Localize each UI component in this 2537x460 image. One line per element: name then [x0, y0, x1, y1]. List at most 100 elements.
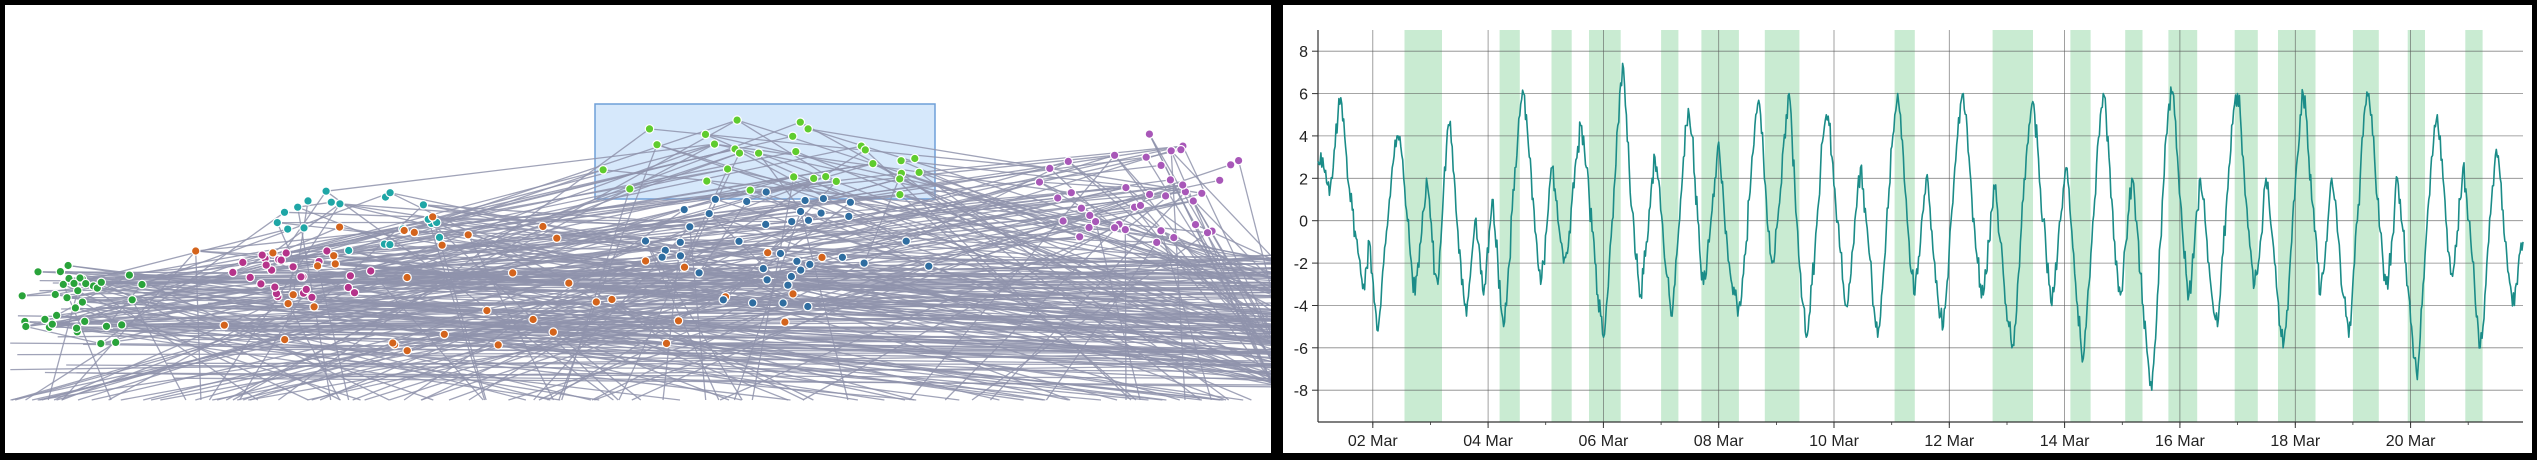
network-node-lime[interactable] [753, 148, 764, 158]
network-node-purple[interactable] [1225, 160, 1236, 170]
network-node-orange[interactable] [399, 225, 409, 236]
network-node-green-left[interactable] [63, 260, 73, 271]
network-node-purple[interactable] [1144, 189, 1155, 200]
network-node-blue[interactable] [679, 204, 689, 215]
network-node-orange[interactable] [402, 345, 412, 356]
network-node-teal[interactable] [282, 224, 293, 234]
network-node-orange[interactable] [288, 289, 298, 300]
network-node-green-left[interactable] [124, 270, 135, 280]
network-node-purple[interactable] [1066, 187, 1077, 198]
network-node-purple[interactable] [1074, 232, 1085, 242]
network-node-orange[interactable] [409, 227, 420, 238]
network-node-blue[interactable] [675, 237, 686, 248]
network-node-teal[interactable] [292, 202, 303, 212]
network-node-orange[interactable] [328, 250, 339, 261]
network-node-teal[interactable] [326, 197, 337, 207]
network-node-lime[interactable] [700, 129, 711, 140]
network-node-blue[interactable] [718, 294, 729, 305]
network-graph[interactable] [5, 5, 1271, 453]
network-node-magenta[interactable] [281, 248, 291, 258]
network-node-green-left[interactable] [50, 289, 61, 300]
network-node-magenta[interactable] [349, 287, 360, 298]
network-node-blue[interactable] [684, 222, 695, 232]
network-node-orange[interactable] [283, 298, 293, 309]
network-node-blue[interactable] [901, 236, 911, 246]
network-node-blue[interactable] [795, 206, 806, 217]
network-node-magenta[interactable] [256, 279, 266, 289]
network-node-lime[interactable] [894, 174, 905, 184]
network-node-teal[interactable] [385, 187, 395, 198]
network-node-teal[interactable] [272, 217, 283, 228]
network-node-lime[interactable] [652, 139, 662, 150]
network-node-orange[interactable] [661, 338, 672, 349]
network-node-lime[interactable] [598, 165, 608, 175]
network-node-purple[interactable] [1160, 191, 1171, 201]
network-node-teal[interactable] [321, 186, 331, 196]
network-node-blue[interactable] [795, 265, 806, 275]
network-node-purple[interactable] [1176, 144, 1186, 155]
network-node-green-left[interactable] [77, 297, 88, 307]
network-node-orange[interactable] [482, 305, 492, 316]
network-node-purple[interactable] [1214, 175, 1225, 186]
network-node-purple[interactable] [1144, 129, 1155, 139]
network-node-orange[interactable] [437, 240, 447, 250]
network-node-orange[interactable] [279, 334, 290, 345]
network-node-green-left[interactable] [75, 273, 85, 283]
network-node-orange[interactable] [780, 317, 790, 327]
network-node-blue[interactable] [792, 256, 802, 267]
network-node-blue[interactable] [675, 251, 686, 261]
network-node-lime[interactable] [803, 124, 813, 134]
network-node-blue[interactable] [762, 274, 772, 285]
network-node-purple[interactable] [1109, 150, 1120, 161]
network-node-purple[interactable] [1085, 210, 1095, 221]
network-node-lime[interactable] [787, 131, 798, 142]
network-node-purple[interactable] [1197, 188, 1207, 199]
network-node-purple[interactable] [1045, 163, 1055, 174]
network-node-blue[interactable] [843, 211, 854, 222]
network-node-orange[interactable] [591, 297, 602, 307]
network-node-green-left[interactable] [70, 303, 81, 313]
network-node-orange[interactable] [762, 247, 773, 258]
network-node-lime[interactable] [831, 176, 842, 187]
network-node-lime[interactable] [914, 167, 924, 178]
network-node-orange[interactable] [268, 248, 278, 258]
network-node-blue[interactable] [783, 280, 793, 290]
network-node-blue[interactable] [710, 194, 721, 205]
network-node-blue[interactable] [859, 258, 869, 268]
network-node-blue[interactable] [786, 271, 797, 282]
network-node-orange[interactable] [309, 301, 319, 312]
network-node-green-left[interactable] [127, 294, 137, 305]
network-node-orange[interactable] [551, 233, 562, 243]
network-node-magenta[interactable] [288, 261, 298, 272]
network-node-orange[interactable] [673, 315, 684, 326]
network-node-orange[interactable] [607, 294, 617, 305]
network-node-teal[interactable] [343, 245, 354, 256]
network-node-orange[interactable] [788, 289, 798, 299]
network-node-magenta[interactable] [276, 255, 286, 265]
network-node-orange[interactable] [387, 338, 398, 348]
network-node-green-left[interactable] [33, 266, 43, 277]
network-node-blue[interactable] [818, 193, 829, 204]
network-node-purple[interactable] [1156, 225, 1166, 236]
network-node-blue[interactable] [704, 208, 714, 219]
network-node-magenta[interactable] [345, 270, 356, 281]
network-node-green-left[interactable] [116, 320, 127, 330]
network-node-orange[interactable] [190, 246, 201, 256]
network-node-lime[interactable] [788, 172, 799, 182]
network-node-magenta[interactable] [307, 292, 317, 303]
network-node-teal[interactable] [434, 232, 445, 243]
network-node-blue[interactable] [734, 236, 744, 247]
network-node-orange[interactable] [463, 230, 473, 240]
network-node-magenta[interactable] [228, 267, 238, 278]
network-node-blue[interactable] [761, 187, 771, 197]
network-node-green-left[interactable] [96, 277, 107, 288]
network-node-lime[interactable] [709, 139, 720, 149]
network-node-green-left[interactable] [80, 278, 91, 289]
network-node-blue[interactable] [747, 298, 758, 308]
network-node-blue[interactable] [778, 298, 788, 308]
network-node-purple[interactable] [1233, 155, 1244, 166]
network-node-purple[interactable] [1084, 222, 1094, 233]
network-node-purple[interactable] [1090, 216, 1101, 227]
network-node-orange[interactable] [563, 278, 574, 288]
network-node-teal[interactable] [303, 196, 313, 206]
